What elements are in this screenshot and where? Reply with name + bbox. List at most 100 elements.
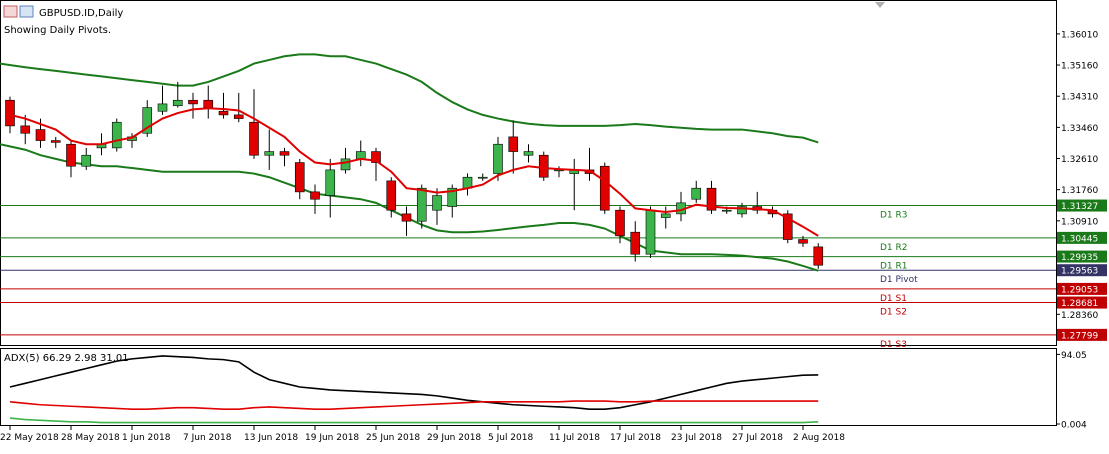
- candle-body: [249, 121, 259, 156]
- pivot-line-label: D1 S2: [880, 308, 907, 318]
- candle-body: [233, 114, 244, 119]
- pivot-price-tag: [1057, 282, 1107, 295]
- candle-body: [142, 107, 153, 134]
- pivot-price-tag: [1057, 328, 1107, 341]
- pivot-line-label: D1 R3: [880, 211, 908, 221]
- time-tick-label: 22 May 2018: [0, 433, 59, 443]
- candle-body: [5, 99, 15, 127]
- pivots-caption: Showing Daily Pivots.: [4, 25, 111, 36]
- candle-body: [523, 151, 534, 156]
- pivot-price-tag: [1057, 199, 1107, 212]
- candle-body: [50, 140, 61, 143]
- chart-properties-icon: [19, 5, 34, 18]
- candle-body: [325, 169, 336, 196]
- pivot-price-tag-label: 1.27799: [1061, 331, 1098, 341]
- candle-body: [599, 165, 610, 211]
- price-tick-label: 1.36010: [1061, 30, 1098, 40]
- candle-body: [782, 213, 793, 240]
- pivot-price-tag-label: 1.29053: [1061, 285, 1098, 295]
- pivot-price-tag: [1057, 264, 1107, 277]
- candle-body: [630, 231, 641, 255]
- candle-body: [157, 103, 168, 112]
- candle-body: [737, 206, 747, 215]
- candle-body: [20, 125, 31, 134]
- candle-body: [645, 209, 656, 255]
- symbol-title: GBPUSD.ID,Daily: [39, 8, 123, 19]
- time-tick-label: 25 Jun 2018: [366, 433, 420, 443]
- candle-body: [172, 99, 183, 107]
- pivot-line-label: D1 R2: [880, 243, 908, 253]
- upper-band-line: [0, 53, 819, 144]
- lower-band-line: [0, 143, 819, 272]
- pivot-price-tag-label: 1.29563: [1061, 267, 1098, 277]
- candle-body: [188, 99, 198, 105]
- candle-body: [493, 143, 503, 174]
- candle-body: [264, 151, 275, 156]
- pivot-price-tag: [1057, 250, 1107, 263]
- time-tick-label: 23 Jul 2018: [671, 433, 722, 443]
- adx-line: [9, 355, 819, 411]
- candle-body: [203, 99, 214, 108]
- candle-body: [279, 151, 290, 156]
- adx-tick-label: 94.05: [1061, 351, 1087, 361]
- adx-value-axis: 94.05 0.004: [1056, 351, 1087, 430]
- candle-body: [660, 213, 671, 218]
- time-tick-label: 2 Aug 2018: [793, 433, 845, 443]
- candle-body: [477, 176, 488, 179]
- price-tick-label: 1.28360: [1061, 311, 1098, 321]
- moving-average-line: [9, 107, 819, 237]
- pivot-price-tag-label: 1.28681: [1061, 299, 1098, 309]
- price-tick-label: 1.31760: [1061, 186, 1098, 196]
- candle-body: [35, 129, 46, 141]
- pivot-price-tag: [1057, 296, 1107, 309]
- candle-body: [798, 239, 808, 244]
- pivot-price-tag: [1057, 231, 1107, 244]
- candle-body: [355, 151, 366, 160]
- adx-lines: [9, 355, 819, 424]
- adx-plot-frame: [0, 348, 1057, 426]
- candle-body: [401, 213, 412, 222]
- price-tick-label: 1.32610: [1061, 155, 1098, 165]
- adx-indicator-title: ADX(5) 66.29 2.98 31.01: [4, 353, 129, 364]
- candle-body: [508, 136, 519, 152]
- envelope-bands: [0, 53, 819, 272]
- candle-body: [81, 154, 92, 167]
- time-tick-label: 19 Jun 2018: [305, 433, 359, 443]
- time-tick-label: 13 Jun 2018: [244, 433, 298, 443]
- candle-body: [66, 143, 76, 167]
- price-tick-label: 1.33460: [1061, 124, 1098, 134]
- time-tick-label: 11 Jul 2018: [549, 433, 600, 443]
- candle-body: [310, 191, 320, 200]
- candle-body: [706, 187, 717, 211]
- price-tick-label: 1.30910: [1061, 217, 1098, 227]
- time-tick-label: 1 Jun 2018: [122, 433, 171, 443]
- time-tick-label: 17 Jul 2018: [610, 433, 661, 443]
- pivot-line-label: D1 Pivot: [880, 275, 918, 285]
- moving-average: [9, 107, 819, 237]
- time-axis: 22 May 2018 28 May 2018 1 Jun 2018 7 Jun 20…: [0, 426, 845, 443]
- pivot-line-label: D1 S1: [880, 294, 907, 304]
- minus-di-line: [9, 400, 819, 411]
- candle-body: [111, 121, 122, 149]
- candle-body: [416, 187, 427, 222]
- plus-di-line: [9, 417, 819, 424]
- candle-body: [386, 180, 397, 211]
- pivot-price-tag-label: 1.31327: [1061, 202, 1098, 212]
- candle-body: [721, 209, 732, 212]
- candle-body: [615, 209, 625, 237]
- pivot-price-tag-label: 1.29935: [1061, 253, 1098, 263]
- time-tick-label: 5 Jul 2018: [488, 433, 533, 443]
- candle-body: [294, 162, 305, 193]
- candle-body: [340, 158, 351, 171]
- pivot-line-label: D1 S3: [880, 340, 907, 350]
- time-tick-label: 29 Jun 2018: [427, 433, 481, 443]
- scroll-marker-icon[interactable]: [875, 2, 885, 8]
- time-tick-label: 27 Jul 2018: [732, 433, 783, 443]
- candle-body: [691, 187, 702, 200]
- pivot-price-tag-label: 1.30445: [1061, 234, 1098, 244]
- pivot-price-tags: 1.31327 1.30445 1.29935 1.29563 1.29053 1.286…: [1057, 199, 1107, 341]
- pivot-lines: D1 R3 D1 R2 D1 R1 D1 Pivot D1 S1 D1 S2 D1 S3: [0, 205, 1056, 350]
- adx-tick-label: 0.004: [1061, 420, 1087, 430]
